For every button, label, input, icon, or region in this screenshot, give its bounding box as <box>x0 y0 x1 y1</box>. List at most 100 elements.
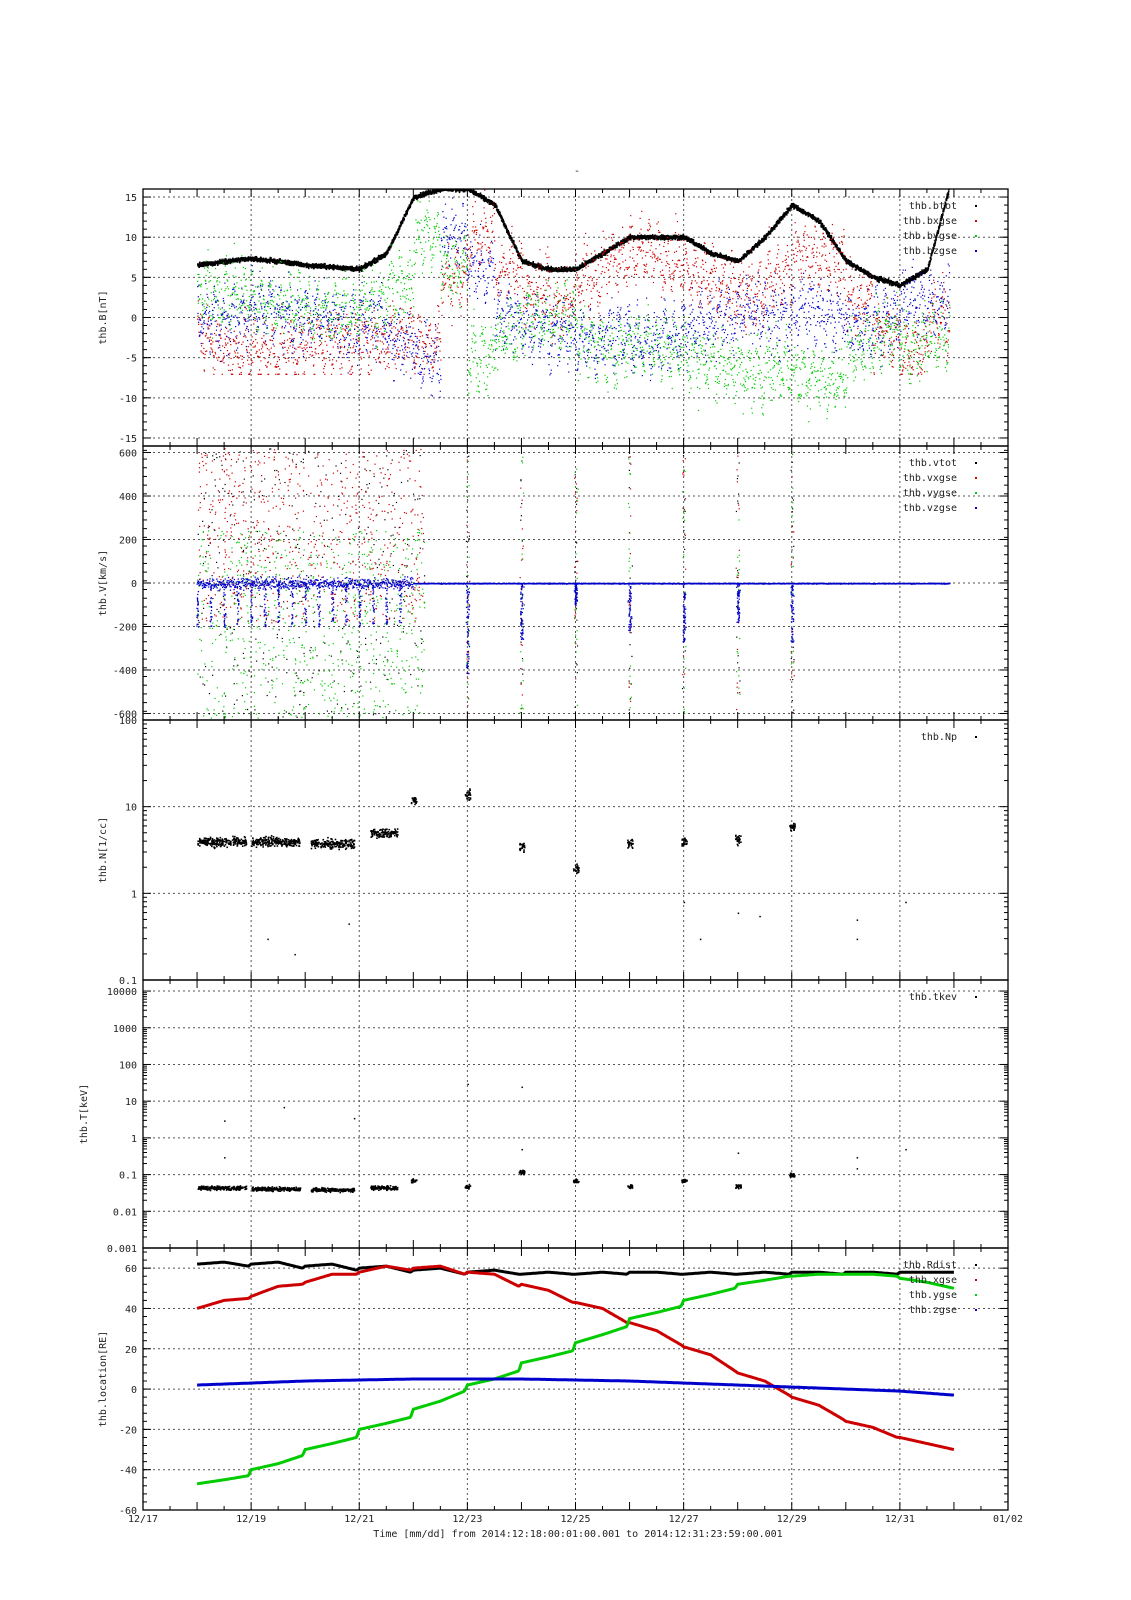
data-point <box>498 275 500 277</box>
data-point <box>845 260 847 263</box>
data-point <box>581 269 583 271</box>
data-point <box>373 329 375 331</box>
data-point <box>676 220 679 223</box>
data-point <box>912 275 915 278</box>
data-point <box>335 330 337 332</box>
data-point <box>409 311 411 313</box>
data-point <box>341 346 343 348</box>
data-point <box>560 326 562 328</box>
data-point <box>609 260 612 262</box>
data-point <box>723 254 726 258</box>
data-point <box>679 270 681 273</box>
data-point <box>686 236 688 239</box>
data-point <box>640 249 643 251</box>
data-point <box>541 302 544 304</box>
data-point <box>641 235 644 238</box>
data-point <box>849 262 852 265</box>
data-point <box>290 340 293 343</box>
data-point <box>203 347 205 350</box>
data-point <box>499 212 501 215</box>
data-point <box>550 265 553 268</box>
data-point <box>698 243 701 246</box>
data-point <box>390 316 392 318</box>
data-point <box>500 289 502 292</box>
data-point <box>833 240 835 243</box>
data-point <box>295 348 297 350</box>
data-point <box>476 249 478 251</box>
data-point <box>412 327 414 329</box>
data-point <box>511 237 513 240</box>
data-point <box>433 342 435 345</box>
data-point <box>488 251 490 254</box>
data-point <box>276 363 278 365</box>
data-point <box>490 222 493 224</box>
data-point <box>255 352 257 354</box>
data-point <box>316 333 318 335</box>
data-point <box>841 252 844 255</box>
data-point <box>604 250 607 252</box>
data-point <box>326 344 328 346</box>
data-point <box>389 351 391 353</box>
data-point <box>211 348 213 350</box>
data-point <box>639 246 642 248</box>
data-point <box>496 205 498 208</box>
data-point <box>593 284 595 286</box>
data-point <box>652 253 654 255</box>
data-point <box>262 351 264 354</box>
data-point <box>329 359 331 361</box>
data-point <box>540 288 542 290</box>
data-point <box>560 265 563 269</box>
data-point <box>547 270 549 272</box>
data-point <box>623 241 626 244</box>
data-point <box>539 249 541 251</box>
data-point <box>242 341 244 343</box>
data-point <box>521 267 523 270</box>
data-point <box>442 189 444 192</box>
data-point <box>242 365 244 367</box>
data-point <box>376 260 379 263</box>
data-point <box>620 240 622 243</box>
data-point <box>503 252 505 255</box>
data-point <box>582 274 584 276</box>
data-point <box>416 317 419 319</box>
data-point <box>587 265 589 267</box>
data-point <box>683 239 685 242</box>
data-point <box>243 335 245 338</box>
data-point <box>589 318 591 320</box>
data-point <box>258 373 260 375</box>
data-point <box>621 226 624 228</box>
data-point <box>305 357 307 359</box>
data-point <box>460 276 462 279</box>
data-point <box>234 352 236 354</box>
data-point <box>384 333 386 335</box>
data-point <box>454 256 457 258</box>
data-point <box>773 227 776 230</box>
data-point <box>386 365 388 367</box>
data-point <box>307 322 309 324</box>
data-point <box>712 252 714 255</box>
data-point <box>483 199 486 203</box>
data-point <box>273 352 276 355</box>
data-point <box>266 261 269 264</box>
data-point <box>421 335 424 337</box>
data-point <box>708 250 711 253</box>
data-point <box>887 278 890 281</box>
data-point <box>252 340 255 343</box>
data-point <box>661 269 664 271</box>
data-point <box>240 373 243 375</box>
data-point <box>674 232 677 234</box>
data-point <box>600 273 602 275</box>
data-point <box>647 229 649 232</box>
data-point <box>352 266 354 270</box>
data-point <box>366 265 368 268</box>
data-point <box>613 261 615 263</box>
data-point <box>475 226 477 228</box>
data-point <box>629 235 631 239</box>
data-point <box>532 313 534 315</box>
data-point <box>716 253 719 256</box>
data-point <box>492 207 495 209</box>
data-point <box>610 254 612 256</box>
data-point <box>223 262 226 265</box>
data-point <box>595 270 597 272</box>
data-point <box>370 369 372 371</box>
